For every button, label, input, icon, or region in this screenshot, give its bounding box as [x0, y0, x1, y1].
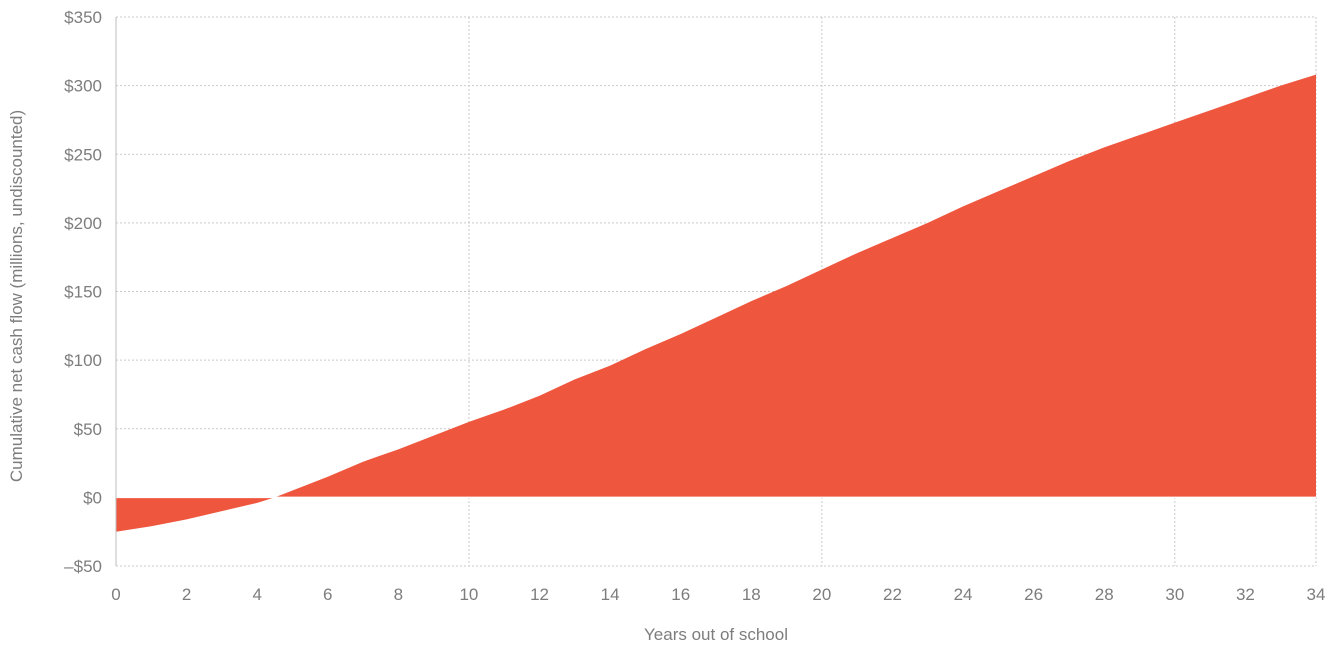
x-tick-label: 26 — [1024, 585, 1043, 604]
x-tick-label: 12 — [530, 585, 549, 604]
y-tick-label: $350 — [64, 8, 102, 27]
y-tick-label: $150 — [64, 283, 102, 302]
y-tick-label: $0 — [83, 488, 102, 507]
x-tick-label: 6 — [323, 585, 332, 604]
x-tick-label: 14 — [601, 585, 620, 604]
x-tick-label: 0 — [111, 585, 120, 604]
x-tick-label: 4 — [252, 585, 261, 604]
x-tick-label: 10 — [459, 585, 478, 604]
y-tick-label: $50 — [74, 420, 102, 439]
x-tick-label: 24 — [954, 585, 973, 604]
x-tick-label: 22 — [883, 585, 902, 604]
y-axis-title: Cumulative net cash flow (millions, undi… — [7, 110, 26, 482]
x-tick-label: 34 — [1307, 585, 1326, 604]
x-axis-title: Years out of school — [644, 625, 788, 644]
x-tick-label: 2 — [182, 585, 191, 604]
x-tick-label: 18 — [742, 585, 761, 604]
x-tick-label: 30 — [1165, 585, 1184, 604]
y-tick-label: $300 — [64, 77, 102, 96]
x-tick-label: 28 — [1095, 585, 1114, 604]
area-series — [116, 74, 1316, 532]
x-tick-label: 20 — [812, 585, 831, 604]
y-tick-label: $100 — [64, 351, 102, 370]
area-layer — [116, 74, 1316, 532]
y-tick-label: –$50 — [64, 557, 102, 576]
x-tick-label: 8 — [394, 585, 403, 604]
x-tick-label: 16 — [671, 585, 690, 604]
y-tick-label: $250 — [64, 145, 102, 164]
y-tick-label: $200 — [64, 214, 102, 233]
x-tick-label: 32 — [1236, 585, 1255, 604]
